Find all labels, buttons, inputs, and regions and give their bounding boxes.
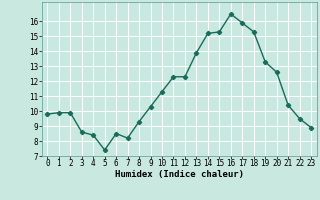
X-axis label: Humidex (Indice chaleur): Humidex (Indice chaleur) <box>115 170 244 179</box>
